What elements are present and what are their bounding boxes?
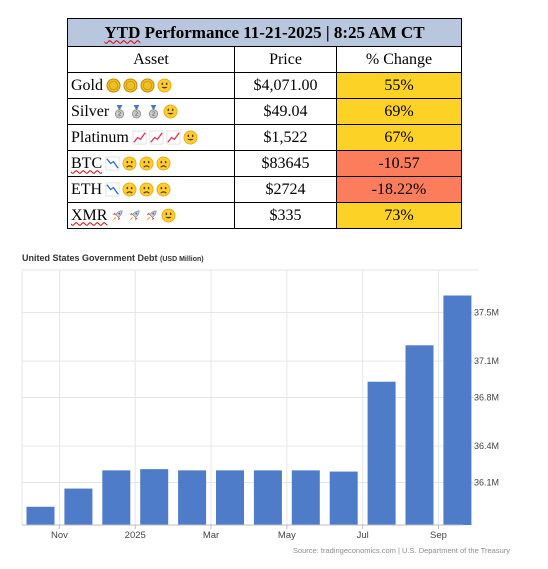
- chart-up-icon: [149, 130, 164, 145]
- x-tick-label: Sep: [430, 530, 447, 541]
- change-cell: 55%: [336, 72, 462, 99]
- price-cell: $2724: [234, 176, 337, 203]
- bar: [140, 469, 169, 525]
- asset-emoji-group: [132, 130, 198, 145]
- y-tick-label: 36.4M: [474, 441, 499, 451]
- y-tick-label: 36.8M: [474, 393, 499, 403]
- bar: [405, 345, 434, 525]
- price-cell: $1,522: [234, 124, 337, 151]
- svg-text:2: 2: [135, 112, 139, 118]
- rocket-icon: [129, 210, 140, 222]
- smiley-icon: [162, 208, 176, 223]
- x-tick-label: Mar: [203, 530, 219, 541]
- bar: [178, 470, 207, 525]
- frown-icon: [122, 156, 137, 171]
- bar: [102, 470, 131, 525]
- bar: [26, 506, 55, 525]
- price-cell: $4,071.00: [234, 72, 337, 99]
- frown-icon: [139, 156, 154, 171]
- smiley-icon: [163, 104, 178, 119]
- table-title-ytd: YTD: [104, 22, 141, 42]
- chart-up-icon: [166, 130, 181, 145]
- table-body: Gold $4,071.00 55% Silver 2 2 2 $49.04 69% Platin…: [67, 72, 462, 229]
- asset-name: ETH: [71, 180, 103, 198]
- asset-cell: Platinum: [67, 124, 235, 151]
- asset-emoji-group: 2 2 2: [112, 104, 178, 119]
- chart-title: United States Government Debt (USD Milli…: [22, 253, 204, 263]
- table-title-rest: Performance 11-21-2025 | 8:25 AM CT: [140, 22, 425, 42]
- chart-down-icon: [105, 182, 120, 197]
- bar: [443, 295, 472, 525]
- svg-text:2: 2: [118, 112, 122, 118]
- price-cell: $49.04: [234, 98, 337, 125]
- chart-down-icon: [105, 156, 120, 171]
- asset-emoji-group: [105, 182, 171, 197]
- rocket-icon: [146, 210, 157, 222]
- y-tick-label: 36.1M: [474, 478, 499, 488]
- table-title: YTD Performance 11-21-2025 | 8:25 AM CT: [67, 18, 462, 47]
- frown-icon: [122, 182, 137, 197]
- table-row: Silver 2 2 2 $49.04 69%: [67, 98, 462, 125]
- y-tick-label: 37.1M: [474, 356, 499, 366]
- y-tick-label: 37.5M: [474, 308, 499, 318]
- change-cell: 69%: [336, 98, 462, 125]
- price-cell: $335: [234, 202, 337, 229]
- bar: [64, 488, 93, 525]
- bar: [329, 471, 358, 525]
- asset-name: XMR: [71, 206, 108, 224]
- change-cell: 73%: [336, 202, 462, 229]
- bar: [367, 381, 396, 525]
- coin-icon: [140, 78, 155, 93]
- change-cell: -18.22%: [336, 176, 462, 203]
- header-change: % Change: [336, 46, 462, 73]
- table-row: Gold $4,071.00 55%: [67, 72, 462, 99]
- asset-cell: ETH: [67, 176, 235, 203]
- chart-source: Source: tradingeconomics.com | U.S. Depa…: [292, 546, 510, 555]
- asset-cell: Silver 2 2 2: [67, 98, 235, 125]
- medal-icon: 2: [115, 105, 125, 119]
- chart-units-label: (USD Million): [160, 256, 204, 263]
- frown-icon: [156, 182, 171, 197]
- bar: [253, 470, 282, 525]
- table-row: ETH $2724 -18.22%: [67, 176, 462, 203]
- asset-name: Silver: [71, 102, 110, 120]
- medal-icon: 2: [132, 105, 142, 119]
- x-tick-label: 2025: [125, 530, 146, 541]
- coin-icon: [123, 78, 138, 93]
- x-tick-label: Nov: [51, 530, 68, 541]
- chart-up-icon: [132, 130, 147, 145]
- bar: [291, 470, 320, 525]
- svg-text:2: 2: [152, 112, 156, 118]
- frown-icon: [156, 156, 171, 171]
- ytd-performance-table: YTD Performance 11-21-2025 | 8:25 AM CT …: [67, 18, 462, 229]
- coin-icon: [106, 78, 121, 93]
- rocket-icon: [112, 210, 123, 222]
- medal-icon: 2: [149, 105, 159, 119]
- asset-cell: XMR: [67, 202, 235, 229]
- smiley-icon: [183, 130, 198, 145]
- bar: [216, 470, 244, 525]
- x-tick-label: Jul: [357, 530, 369, 541]
- table-row: XMR $335 73%: [67, 202, 462, 229]
- frown-icon: [139, 182, 154, 197]
- x-tick-label: May: [278, 530, 296, 541]
- asset-name: Platinum: [71, 128, 129, 146]
- asset-name: Gold: [71, 76, 103, 94]
- asset-emoji-group: [110, 208, 176, 223]
- asset-emoji-group: [105, 156, 171, 171]
- asset-emoji-group: [106, 78, 172, 93]
- asset-name: BTC: [71, 154, 103, 172]
- chart-title-text: United States Government Debt: [22, 253, 158, 263]
- smiley-icon: [157, 78, 172, 93]
